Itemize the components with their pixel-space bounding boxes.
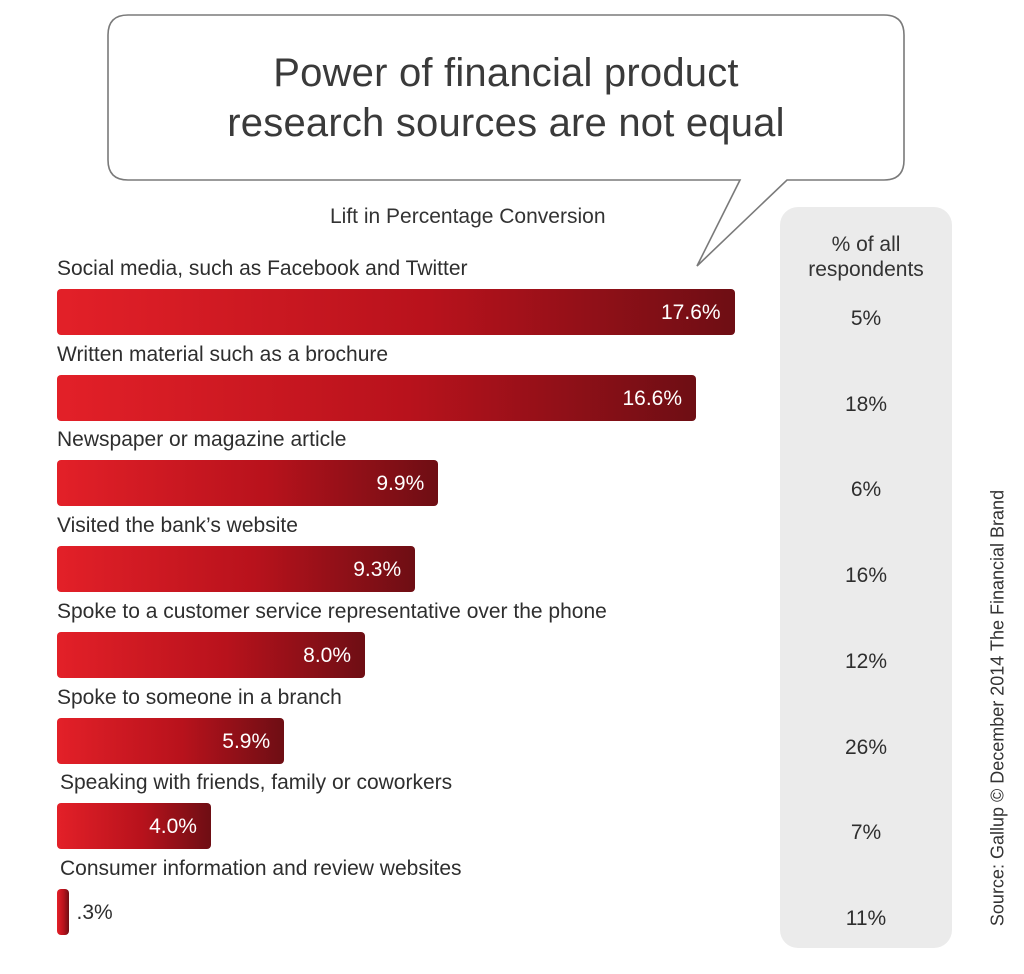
category-label: Consumer information and review websites xyxy=(60,857,462,880)
category-label: Speaking with friends, family or coworke… xyxy=(60,771,453,794)
category-label: Spoke to someone in a branch xyxy=(57,686,342,709)
category-label: Written material such as a brochure xyxy=(57,343,389,366)
respondent-value: 12% xyxy=(844,650,888,673)
bar-value-label: .3% xyxy=(76,901,113,924)
respondents-header-line-2: respondents xyxy=(808,258,924,281)
category-label: Visited the bank’s website xyxy=(57,514,298,537)
respondent-value: 16% xyxy=(844,564,888,587)
bar xyxy=(57,803,212,849)
bar xyxy=(57,718,285,764)
respondent-value: 6% xyxy=(850,478,882,501)
chart-title-line-1: Power of financial product xyxy=(273,51,739,95)
source-note: Source: Gallup © December 2014 The Finan… xyxy=(987,489,1008,927)
category-label: Social media, such as Facebook and Twitt… xyxy=(57,257,468,280)
bar-value-label: 9.9% xyxy=(376,472,425,495)
category-label: Newspaper or magazine article xyxy=(57,428,347,451)
chart-title: Power of financial product research sour… xyxy=(108,48,904,148)
respondent-value: 5% xyxy=(850,307,882,330)
bar-value-label: 4.0% xyxy=(149,815,197,838)
bar xyxy=(57,546,416,592)
respondents-header-line-1: % of all xyxy=(831,233,901,256)
bar xyxy=(57,289,735,335)
bar-value-label: 16.6% xyxy=(622,387,683,410)
respondent-value: 18% xyxy=(844,393,888,416)
bar-value-label: 9.3% xyxy=(353,558,402,581)
respondent-value: 7% xyxy=(850,821,882,844)
respondent-value: 26% xyxy=(844,736,888,759)
bar xyxy=(57,375,697,421)
chart-title-line-2: research sources are not equal xyxy=(227,101,785,145)
respondents-panel xyxy=(780,207,952,948)
bar xyxy=(57,632,366,678)
respondent-value: 11% xyxy=(845,907,887,930)
respondents-header: % of all respondents xyxy=(780,232,952,282)
bar xyxy=(57,460,439,506)
chart-subtitle: Lift in Percentage Conversion xyxy=(330,205,606,228)
category-label: Spoke to a customer service representati… xyxy=(57,600,607,623)
bar xyxy=(57,889,69,935)
bar-value-label: 5.9% xyxy=(222,730,271,753)
bar-value-label: 17.6% xyxy=(661,301,721,324)
bar-value-label: 8.0% xyxy=(303,644,352,667)
